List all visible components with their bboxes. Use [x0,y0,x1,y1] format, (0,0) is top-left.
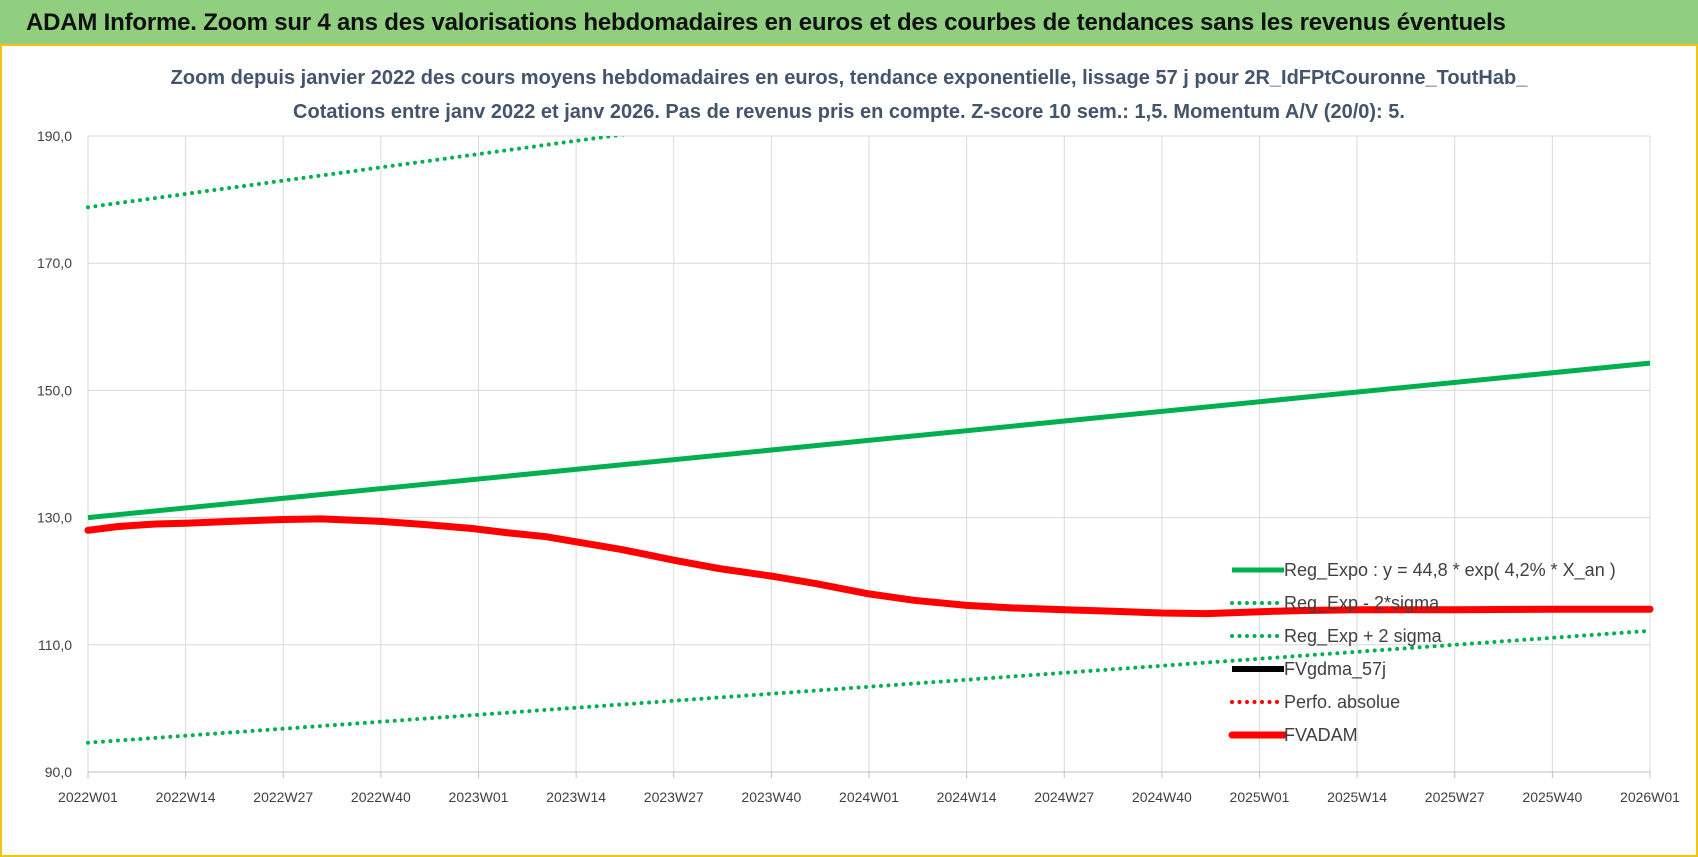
y-tick-label: 190,0 [37,128,72,144]
x-tick-label: 2022W01 [58,789,118,805]
y-tick-label: 130,0 [37,510,72,526]
legend-label: Reg_Exp - 2*sigma [1284,593,1440,614]
x-tick-label: 2023W01 [449,789,509,805]
legend-label: Reg_Exp + 2 sigma [1284,626,1443,647]
x-tick-label: 2023W27 [644,789,704,805]
x-tick-label: 2023W40 [741,789,801,805]
legend: Reg_Expo : y = 44,8 * exp( 4,2% * X_an )… [1228,560,1616,745]
legend-label: FVADAM [1284,725,1358,745]
y-tick-label: 150,0 [37,382,72,398]
x-tick-label: 2024W40 [1132,789,1192,805]
x-tick-label: 2025W14 [1327,789,1387,805]
x-tick-label: 2022W14 [156,789,216,805]
y-tick-label: 90,0 [45,764,72,780]
y-tick-label: 170,0 [37,255,72,271]
axes: 90,0 110,0 130,0 150,0 170,0 190,0 2022W01 2022… [37,128,1680,805]
chart-title-line-1: Zoom depuis janvier 2022 des cours moyen… [171,67,1529,89]
series-line-1 [86,628,1652,745]
series [84,136,1654,745]
report-title: ADAM Informe. Zoom sur 4 ans des valoris… [26,9,1506,36]
x-tick-label: 2022W27 [253,789,313,805]
chart-frame [0,46,1698,857]
series-line-0 [87,360,1651,521]
x-tick-label: 2025W40 [1522,789,1582,805]
x-tick-label: 2025W27 [1425,789,1485,805]
y-tick-label: 110,0 [38,637,72,653]
x-tick-label: 2026W01 [1620,789,1680,805]
legend-label: FVgdma_57j [1284,659,1386,680]
series-line-2 [86,136,627,210]
x-tick-label: 2024W14 [937,789,997,805]
x-tick-label: 2024W01 [839,789,899,805]
x-tick-label: 2025W01 [1230,789,1290,805]
x-tick-label: 2024W27 [1034,789,1094,805]
series-line-5 [84,515,1654,618]
report-header: ADAM Informe. Zoom sur 4 ans des valoris… [0,0,1698,46]
chart-title-line-2: Cotations entre janv 2022 et janv 2026. … [293,101,1405,123]
legend-label: Perfo. absolue [1284,692,1400,712]
x-tick-label: 2023W14 [546,789,606,805]
legend-label: Reg_Expo : y = 44,8 * exp( 4,2% * X_an ) [1284,560,1616,581]
x-tick-label: 2022W40 [351,789,411,805]
